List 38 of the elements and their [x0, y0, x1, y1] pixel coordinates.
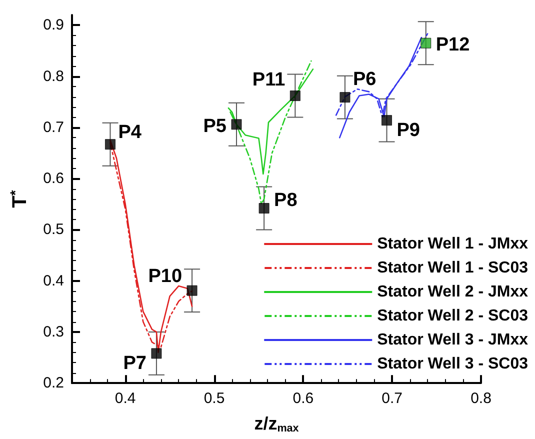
point — [104, 139, 116, 150]
annotation: P9 — [396, 120, 420, 141]
point — [340, 92, 350, 103]
y-tick-label: 0.2 — [43, 374, 64, 392]
y-tick-label: 0.3 — [43, 323, 64, 340]
y-tick-label: 0.6 — [43, 170, 64, 188]
y-axis-title: T* — [7, 190, 31, 208]
y-tick-label: 0.4 — [43, 272, 64, 290]
point — [186, 285, 198, 296]
annotation: P8 — [274, 190, 298, 211]
y-tick-label: 0.9 — [43, 16, 64, 34]
annotation: P5 — [203, 116, 227, 137]
point — [420, 38, 432, 48]
legend-label: Stator Well 3 - SC03 — [377, 356, 528, 372]
y-tick-label: 0.5 — [43, 221, 64, 238]
legend-label: Stator Well 3 - JMxx — [377, 332, 528, 348]
legend-label: Stator Well 1 - SC03 — [377, 260, 528, 276]
x-tick-label: 0.8 — [470, 390, 492, 408]
point — [151, 348, 162, 359]
annotation: P4 — [118, 122, 142, 143]
annotation: P10 — [148, 266, 182, 288]
x-tick-label: 0.5 — [204, 390, 225, 408]
point — [258, 203, 270, 214]
point — [231, 119, 242, 130]
x-tick-label: 0.4 — [114, 390, 136, 408]
legend-label: Stator Well 2 - JMxx — [377, 284, 528, 300]
annotation: P11 — [252, 69, 286, 90]
annotation: P7 — [123, 352, 146, 374]
y-tick-label: 0.7 — [43, 118, 64, 136]
annotation: P6 — [352, 68, 376, 90]
point — [290, 90, 300, 102]
x-tick-label: 0.7 — [382, 390, 403, 408]
annotation: P12 — [436, 34, 470, 56]
y-tick-label: 0.8 — [43, 68, 64, 85]
legend-label: Stator Well 1 - JMxx — [377, 236, 528, 252]
point — [382, 115, 392, 126]
x-tick-label: 0.6 — [292, 390, 314, 408]
legend-label: Stator Well 2 - SC03 — [377, 308, 528, 324]
